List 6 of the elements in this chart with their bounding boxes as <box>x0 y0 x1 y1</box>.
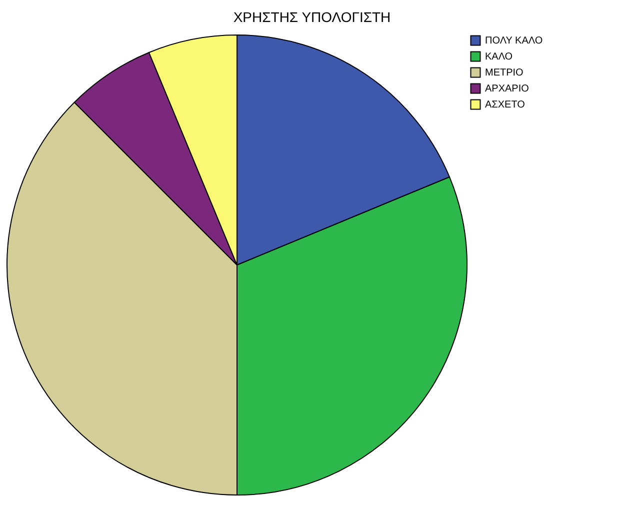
legend-label: ΑΣΧΕΤΟ <box>485 100 526 110</box>
legend-label: ΚΑΛΟ <box>485 52 513 62</box>
legend-label: ΜΕΤΡΙΟ <box>485 68 524 78</box>
legend-label: ΑΡΧΑΡΙΟ <box>485 84 530 94</box>
chart-title: ΧΡΗΣΤΗΣ ΥΠΟΛΟΓΙΣΤΗ <box>233 9 391 25</box>
legend-label: ΠΟΛΥ ΚΑΛΟ <box>485 36 543 46</box>
